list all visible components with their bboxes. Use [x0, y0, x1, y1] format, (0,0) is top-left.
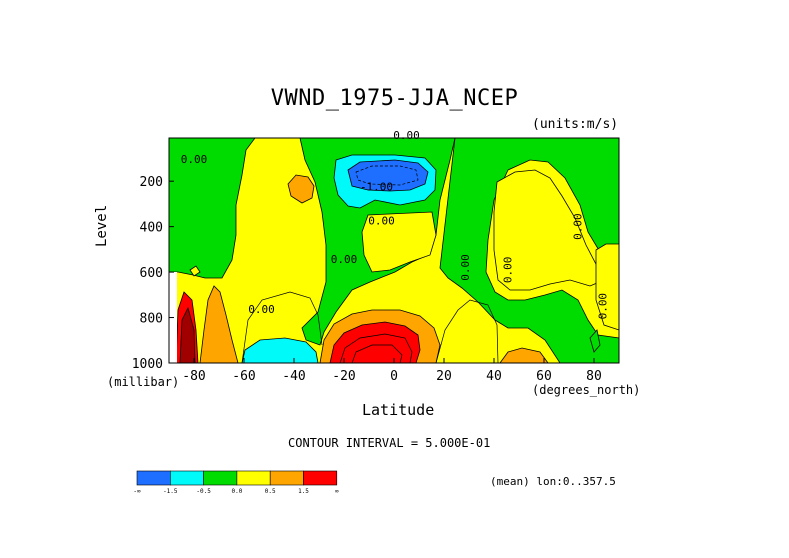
- legend-label: 1.5: [298, 488, 309, 495]
- contour-label: -1.00: [360, 180, 393, 193]
- y-tick-label: 800: [140, 312, 163, 327]
- x-axis-units: (degrees_north): [532, 383, 641, 397]
- contour-line-b: [435, 299, 499, 364]
- contour-label: 0.00: [597, 293, 610, 320]
- region-cyan-lower: [241, 337, 319, 364]
- region-orange-southpole: [199, 285, 239, 364]
- y-tick-label: 400: [140, 221, 163, 236]
- color-legend: -∞ -1.5 -0.5 0.0 0.5 1.5 ∞: [133, 470, 339, 495]
- contour-blue-inner: [355, 165, 419, 186]
- y-tick-label: 200: [140, 175, 163, 190]
- legend-label: -∞: [133, 488, 141, 495]
- plot-area: [168, 137, 620, 364]
- region-red-surface: [329, 321, 421, 364]
- region-green-small-east: [589, 329, 601, 353]
- contour-label: 0.00: [181, 153, 208, 166]
- x-axis-title: Latitude: [362, 401, 435, 419]
- y-tick-label: 1000: [132, 357, 163, 372]
- y-axis-units: (millibar): [107, 375, 180, 389]
- region-orange-upper: [287, 174, 315, 204]
- chart-title: VWND_1975-JJA_NCEP: [270, 86, 519, 111]
- region-yellow-small-south: [189, 265, 201, 277]
- x-tick-label: 40: [486, 369, 502, 384]
- contour-label: 0.00: [502, 257, 515, 284]
- x-tick-label: 0: [390, 369, 398, 384]
- contour-red-1: [339, 333, 413, 364]
- contour-label: 0.00: [459, 254, 472, 281]
- contour-label: 0.00: [572, 213, 585, 240]
- legend-label: -0.5: [196, 488, 211, 495]
- legend-swatch: [136, 470, 171, 486]
- x-tick-label: -20: [332, 369, 355, 384]
- legend-swatch: [170, 470, 204, 486]
- contour-label: 0.00: [331, 253, 358, 266]
- legend-swatch: [269, 470, 304, 486]
- region-green-east: [439, 137, 620, 364]
- contour-label: 0.00: [368, 214, 395, 227]
- y-tick-label: 600: [140, 266, 163, 281]
- units-label: (units:m/s): [532, 117, 619, 132]
- contour-red-2: [351, 344, 403, 364]
- x-axis: -80 -60 -40 -20 0 20 40 60 80: [182, 358, 602, 384]
- legend-swatch: [236, 470, 271, 486]
- legend-label: 0.5: [265, 488, 276, 495]
- region-green-west: [168, 137, 256, 279]
- x-tick-label: -60: [232, 369, 255, 384]
- legend-label: -1.5: [163, 488, 178, 495]
- contour-line-a: [241, 291, 323, 364]
- legend-label: 0.0: [231, 488, 242, 495]
- contour-labels: 0.00 0.00 -1.00 0.00 0.00 0.00 0.00 0.00 0.00 0.0…: [181, 129, 610, 319]
- legend-label: ∞: [335, 488, 339, 495]
- legend-swatch: [303, 470, 338, 486]
- y-axis: 200 400 600 800 1000: [132, 175, 174, 372]
- x-tick-label: 20: [436, 369, 452, 384]
- region-yellow-mid-patch: [361, 211, 437, 273]
- contour-interval-note: CONTOUR INTERVAL = 5.000E-01: [288, 436, 491, 450]
- legend-swatch: [203, 470, 238, 486]
- x-tick-label: 80: [586, 369, 602, 384]
- x-tick-label: -40: [282, 369, 305, 384]
- x-tick-label: -80: [182, 369, 205, 384]
- x-tick-label: 60: [536, 369, 552, 384]
- contour-label: 0.00: [248, 303, 275, 316]
- mean-lon-note: (mean) lon:0..357.5: [490, 475, 616, 488]
- y-axis-title: Level: [94, 204, 110, 247]
- contour-label: 0.00: [393, 129, 420, 142]
